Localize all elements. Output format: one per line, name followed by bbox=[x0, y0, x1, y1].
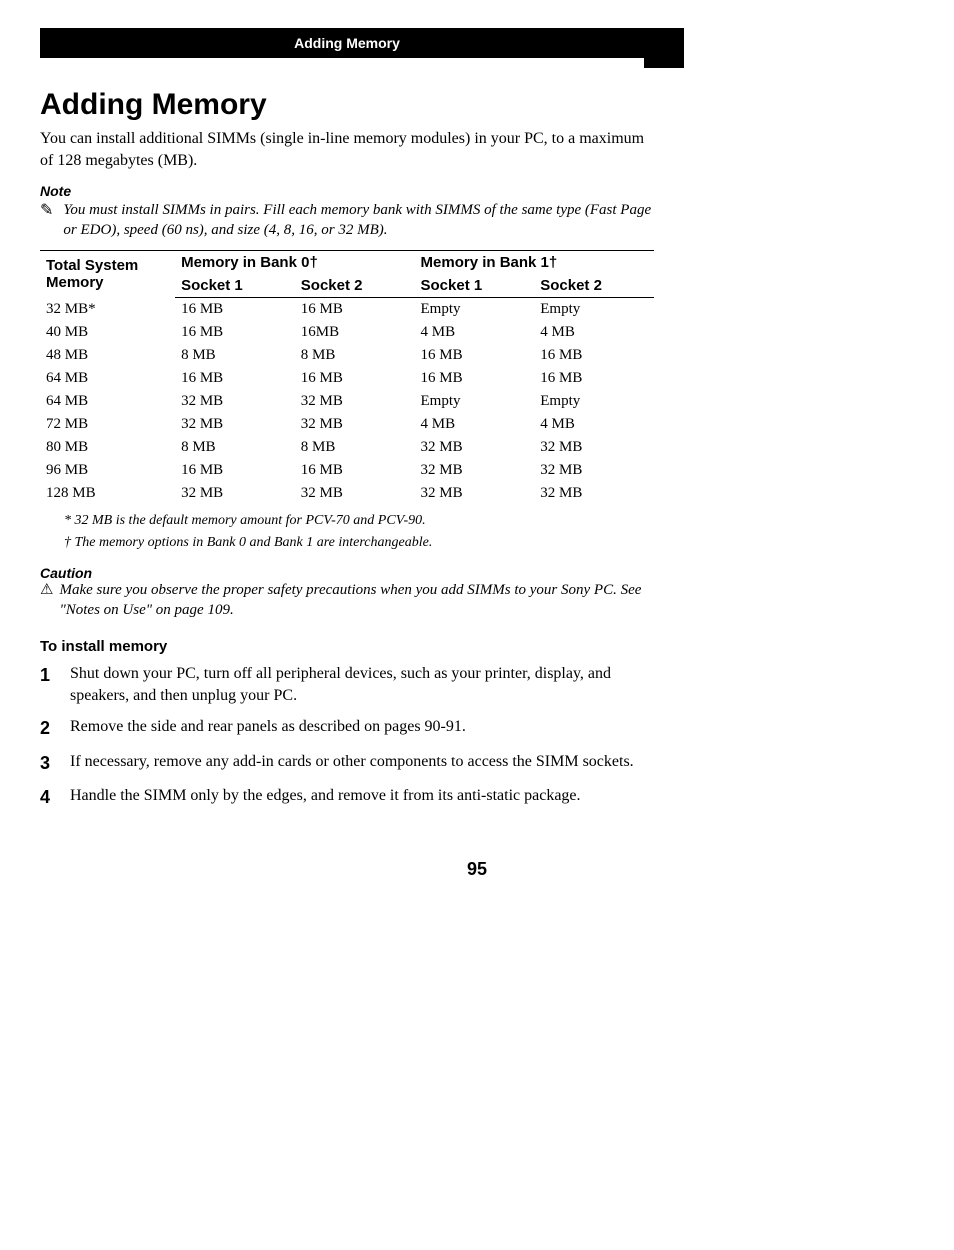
cell-b0s1: 32 MB bbox=[175, 390, 295, 413]
cell-b1s2: Empty bbox=[534, 390, 654, 413]
note-label: Note bbox=[40, 183, 654, 199]
cell-b0s2: 16MB bbox=[295, 321, 415, 344]
page-content: Adding Memory You can install additional… bbox=[40, 88, 654, 880]
cell-b0s2: 32 MB bbox=[295, 482, 415, 505]
cell-b1s2: 32 MB bbox=[534, 436, 654, 459]
cell-b0s1: 16 MB bbox=[175, 459, 295, 482]
caution-label: Caution bbox=[40, 565, 654, 581]
install-heading: To install memory bbox=[40, 638, 654, 655]
cell-b1s1: 32 MB bbox=[415, 459, 535, 482]
cell-b1s1: 32 MB bbox=[415, 436, 535, 459]
cell-total: 96 MB bbox=[40, 459, 175, 482]
col-header-bank0-socket2: Socket 2 bbox=[295, 274, 415, 298]
cell-b1s2: 16 MB bbox=[534, 367, 654, 390]
col-header-bank1-socket1: Socket 1 bbox=[415, 274, 535, 298]
table-row: 128 MB 32 MB 32 MB 32 MB 32 MB bbox=[40, 482, 654, 505]
pencil-note-icon: ✎ bbox=[40, 201, 53, 240]
cell-b1s2: 4 MB bbox=[534, 413, 654, 436]
cell-b1s1: 16 MB bbox=[415, 344, 535, 367]
cell-b1s1: Empty bbox=[415, 390, 535, 413]
step-text: Shut down your PC, turn off all peripher… bbox=[70, 663, 654, 706]
table-row: 48 MB 8 MB 8 MB 16 MB 16 MB bbox=[40, 344, 654, 367]
col-header-total-memory: Total System Memory bbox=[40, 251, 175, 298]
cell-b1s2: Empty bbox=[534, 298, 654, 322]
step-text: Handle the SIMM only by the edges, and r… bbox=[70, 785, 581, 809]
table-row: 32 MB* 16 MB 16 MB Empty Empty bbox=[40, 298, 654, 322]
page-header-bar: Adding Memory bbox=[40, 28, 654, 58]
cell-b0s2: 32 MB bbox=[295, 390, 415, 413]
cell-b0s2: 32 MB bbox=[295, 413, 415, 436]
install-step: Shut down your PC, turn off all peripher… bbox=[40, 663, 654, 706]
cell-b0s1: 32 MB bbox=[175, 413, 295, 436]
footnote-star: * 32 MB is the default memory amount for… bbox=[64, 513, 654, 529]
footnote-dagger: † The memory options in Bank 0 and Bank … bbox=[64, 535, 654, 551]
cell-b0s2: 16 MB bbox=[295, 298, 415, 322]
cell-total: 80 MB bbox=[40, 436, 175, 459]
page-header-title: Adding Memory bbox=[294, 35, 400, 51]
table-row: 96 MB 16 MB 16 MB 32 MB 32 MB bbox=[40, 459, 654, 482]
install-step: If necessary, remove any add-in cards or… bbox=[40, 751, 654, 775]
page-title: Adding Memory bbox=[40, 88, 654, 122]
cell-b1s1: 4 MB bbox=[415, 321, 535, 344]
caution-block: ⚠ Make sure you observe the proper safet… bbox=[40, 581, 654, 620]
cell-total: 40 MB bbox=[40, 321, 175, 344]
step-text: If necessary, remove any add-in cards or… bbox=[70, 751, 634, 775]
cell-b0s1: 16 MB bbox=[175, 367, 295, 390]
cell-total: 32 MB* bbox=[40, 298, 175, 322]
cell-total: 128 MB bbox=[40, 482, 175, 505]
col-header-bank0-socket1: Socket 1 bbox=[175, 274, 295, 298]
intro-paragraph: You can install additional SIMMs (single… bbox=[40, 128, 654, 171]
col-header-bank0: Memory in Bank 0† bbox=[175, 251, 414, 275]
cell-b0s2: 8 MB bbox=[295, 344, 415, 367]
cell-b1s2: 32 MB bbox=[534, 459, 654, 482]
table-row: 64 MB 32 MB 32 MB Empty Empty bbox=[40, 390, 654, 413]
cell-b1s2: 32 MB bbox=[534, 482, 654, 505]
step-text: Remove the side and rear panels as descr… bbox=[70, 716, 466, 740]
cell-b0s2: 16 MB bbox=[295, 367, 415, 390]
cell-b1s2: 16 MB bbox=[534, 344, 654, 367]
cell-total: 64 MB bbox=[40, 390, 175, 413]
cell-b0s1: 8 MB bbox=[175, 344, 295, 367]
table-row: 64 MB 16 MB 16 MB 16 MB 16 MB bbox=[40, 367, 654, 390]
install-step: Handle the SIMM only by the edges, and r… bbox=[40, 785, 654, 809]
cell-b0s1: 32 MB bbox=[175, 482, 295, 505]
cell-b0s1: 16 MB bbox=[175, 321, 295, 344]
install-steps-list: Shut down your PC, turn off all peripher… bbox=[40, 663, 654, 809]
install-step: Remove the side and rear panels as descr… bbox=[40, 716, 654, 740]
note-text: You must install SIMMs in pairs. Fill ea… bbox=[63, 201, 654, 240]
table-row: 72 MB 32 MB 32 MB 4 MB 4 MB bbox=[40, 413, 654, 436]
cell-total: 48 MB bbox=[40, 344, 175, 367]
cell-b1s1: 32 MB bbox=[415, 482, 535, 505]
cell-b0s1: 16 MB bbox=[175, 298, 295, 322]
table-row: 80 MB 8 MB 8 MB 32 MB 32 MB bbox=[40, 436, 654, 459]
table-row: 40 MB 16 MB 16MB 4 MB 4 MB bbox=[40, 321, 654, 344]
memory-config-table: Total System Memory Memory in Bank 0† Me… bbox=[40, 250, 654, 505]
cell-b1s2: 4 MB bbox=[534, 321, 654, 344]
manual-page: Adding Memory Adding Memory You can inst… bbox=[0, 28, 954, 1250]
col-header-bank1: Memory in Bank 1† bbox=[415, 251, 654, 275]
cell-b1s1: Empty bbox=[415, 298, 535, 322]
cell-b0s2: 8 MB bbox=[295, 436, 415, 459]
table-group-header-row: Total System Memory Memory in Bank 0† Me… bbox=[40, 251, 654, 275]
page-number: 95 bbox=[300, 859, 654, 880]
cell-b0s1: 8 MB bbox=[175, 436, 295, 459]
header-tab-decoration bbox=[644, 28, 684, 68]
cell-total: 64 MB bbox=[40, 367, 175, 390]
cell-total: 72 MB bbox=[40, 413, 175, 436]
cell-b0s2: 16 MB bbox=[295, 459, 415, 482]
cell-b1s1: 16 MB bbox=[415, 367, 535, 390]
col-header-bank1-socket2: Socket 2 bbox=[534, 274, 654, 298]
cell-b1s1: 4 MB bbox=[415, 413, 535, 436]
note-block: ✎ You must install SIMMs in pairs. Fill … bbox=[40, 201, 654, 240]
warning-triangle-icon: ⚠ bbox=[40, 581, 53, 620]
caution-text: Make sure you observe the proper safety … bbox=[59, 581, 654, 620]
